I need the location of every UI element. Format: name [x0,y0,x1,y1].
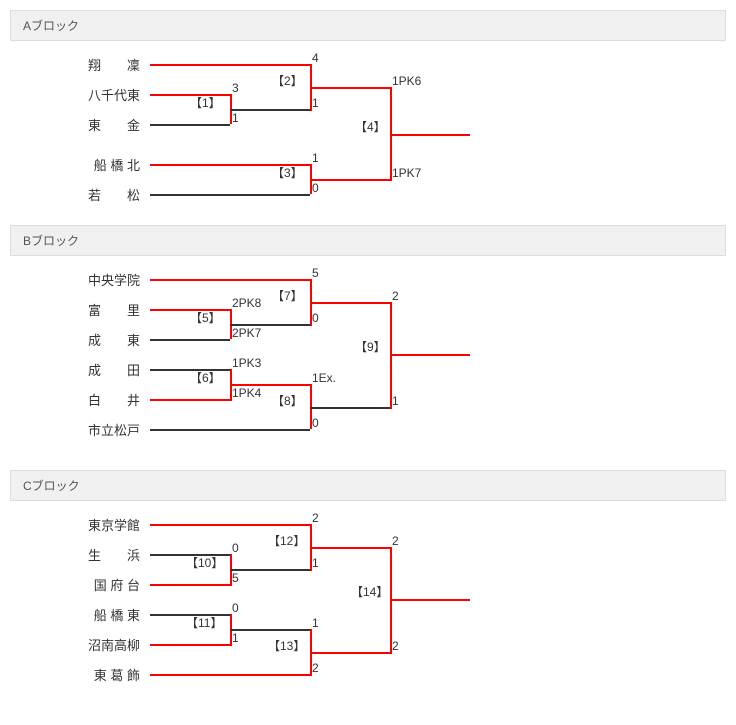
match-id-label: 【10】 [186,557,223,569]
match-id-label: 【4】 [355,121,386,133]
bracket-connector [150,674,310,676]
bracket-connector [390,354,470,356]
bracket-connector [310,547,390,549]
bracket-connector [150,399,230,401]
team-label: 国 府 台 [80,579,140,592]
bracket-connector [150,64,310,66]
score-label: 1 [312,557,319,569]
bracket-connector [310,87,390,89]
team-label: 成 田 [80,364,140,377]
tournament-block: Cブロック東京学館生 浜国 府 台船 橋 東沼南高柳東 葛 飾205101122… [10,470,726,709]
match-id-label: 【5】 [190,312,221,324]
score-label: 0 [312,312,319,324]
score-label: 1 [312,617,319,629]
team-label: 市立松戸 [80,424,140,437]
match-id-label: 【14】 [351,586,388,598]
match-id-label: 【2】 [272,75,303,87]
match-id-label: 【1】 [190,97,221,109]
match-id-label: 【3】 [272,167,303,179]
score-label: 2 [312,512,319,524]
team-label: 東 金 [80,119,140,132]
score-label: 5 [312,267,319,279]
score-label: 0 [232,602,239,614]
match-id-label: 【13】 [268,640,305,652]
team-label: 富 里 [80,304,140,317]
team-label: 白 井 [80,394,140,407]
match-id-label: 【9】 [355,341,386,353]
score-label: 1 [312,97,319,109]
score-label: 2 [392,640,399,652]
block-header: Aブロック [10,10,726,41]
bracket-connector [150,194,310,196]
bracket-connector [310,407,390,409]
team-label: 沼南高柳 [80,639,140,652]
bracket-connector [150,524,310,526]
score-label: 2 [312,662,319,674]
score-label: 1 [392,395,399,407]
match-id-label: 【8】 [272,395,303,407]
bracket-area: 東京学館生 浜国 府 台船 橋 東沼南高柳東 葛 飾2051011222【10】… [10,509,726,709]
score-label: 1PK7 [392,167,421,179]
tournament-block: Aブロック翔 凜八千代東東 金船 橋 北若 松 4 3 1 1 1 0 1PK6 1PK7 【1】… [10,10,726,219]
score-label: 0 [312,417,319,429]
team-label: 成 東 [80,334,140,347]
score-label: 2 [392,535,399,547]
bracket-connector [230,569,310,571]
match-id-label: 【12】 [268,535,305,547]
score-label: 3 [232,82,239,94]
score-label: 2 [392,290,399,302]
team-label: 船 橋 東 [80,609,140,622]
tournament-block: Bブロック中央学院富 里成 東成 田白 井市立松戸 5 2PK8 2PK7 0 1PK3 1… [10,225,726,464]
team-label: 八千代東 [80,89,140,102]
score-label: 1PK3 [232,357,261,369]
bracket-connector [310,652,390,654]
score-label: 1Ex. [312,372,336,384]
match-id-label: 【11】 [186,617,222,629]
team-label: 東京学館 [80,519,140,532]
score-label: 2PK7 [232,327,261,339]
score-label: 1 [232,632,239,644]
bracket-connector [150,279,310,281]
bracket-area: 中央学院富 里成 東成 田白 井市立松戸 5 2PK8 2PK7 0 1PK3 1PK4 1E… [10,264,726,464]
score-label: 0 [232,542,239,554]
match-id-label: 【7】 [272,290,303,302]
score-label: 0 [312,182,319,194]
score-label: 1PK6 [392,75,421,87]
score-label: 4 [312,52,319,64]
team-label: 生 浜 [80,549,140,562]
bracket-connector [310,179,390,181]
score-label: 1PK4 [232,387,261,399]
team-label: 若 松 [80,189,140,202]
score-label: 1 [312,152,319,164]
bracket-connector [150,124,230,126]
bracket-connector [150,339,230,341]
bracket-connector [150,429,310,431]
score-label: 2PK8 [232,297,261,309]
block-header: Bブロック [10,225,726,256]
team-label: 翔 凜 [80,59,140,72]
bracket-connector [310,302,390,304]
team-label: 船 橋 北 [80,159,140,172]
score-label: 1 [232,112,239,124]
team-label: 中央学院 [80,274,140,287]
bracket-connector [390,599,470,601]
bracket-connector [150,584,230,586]
team-label: 東 葛 飾 [80,669,140,682]
bracket-connector [230,109,310,111]
bracket-connector [230,629,310,631]
score-label: 5 [232,572,239,584]
match-id-label: 【6】 [190,372,221,384]
bracket-connector [150,644,230,646]
block-header: Cブロック [10,470,726,501]
bracket-area: 翔 凜八千代東東 金船 橋 北若 松 4 3 1 1 1 0 1PK6 1PK7 【1】 【2】【3… [10,49,726,219]
bracket-connector [390,134,470,136]
